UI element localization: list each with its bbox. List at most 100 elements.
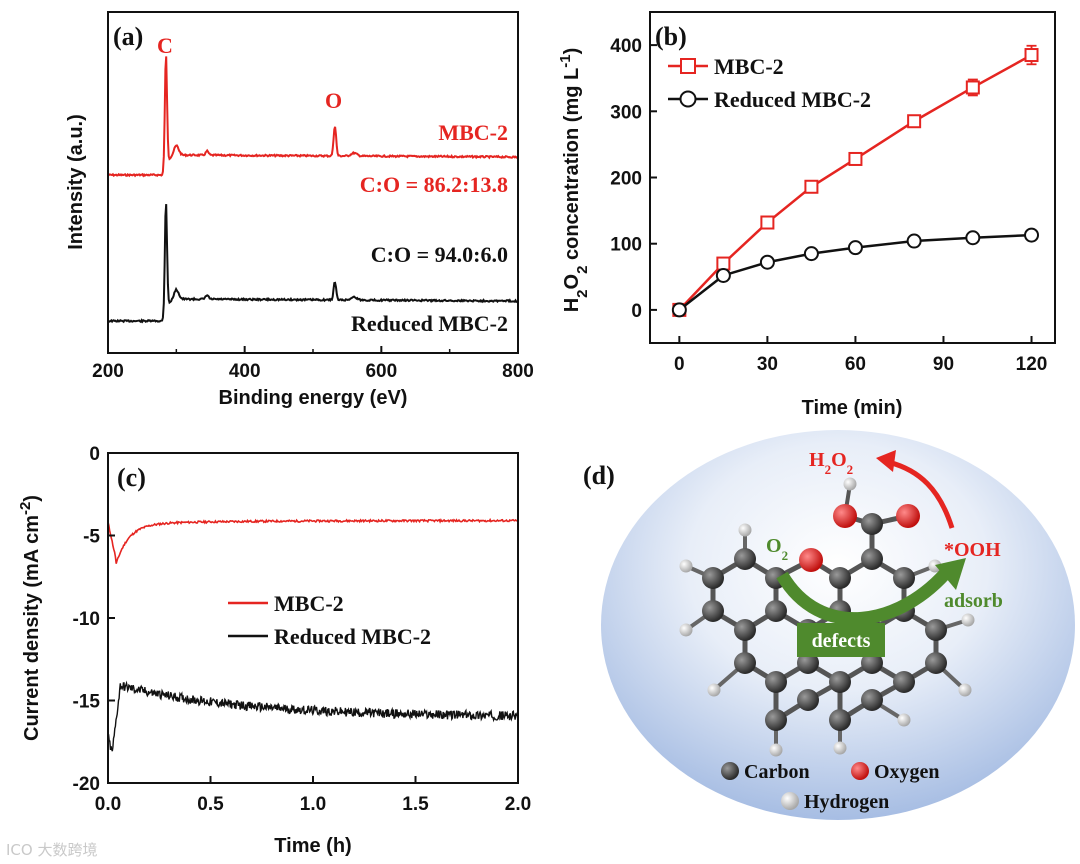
carbon-atom [702, 567, 724, 589]
reduced-ratio-text: C:O = 94.0:6.0 [371, 242, 508, 267]
panel-c-ytick-label: -15 [73, 692, 101, 713]
panel-a-xtick-label: 400 [229, 361, 261, 382]
intermediate-label: *OOH [944, 539, 1001, 561]
panel-d-label: (d) [583, 461, 615, 490]
carbon-atom [861, 689, 883, 711]
watermark: ICO 大数跨境 [6, 841, 98, 859]
data-point-reduced [803, 246, 819, 262]
data-point-reduced [759, 254, 775, 270]
series-reduced-xps [107, 204, 518, 324]
legend-reduced: Reduced MBC-2 [714, 87, 871, 112]
panel-a-xlabel: Binding energy (eV) [219, 387, 408, 409]
data-point-reduced [906, 233, 922, 249]
panel-d: (d) defects H2O2 O2 *OOH adsorb Carbon O… [583, 430, 1075, 820]
hydrogen-legend-ball [781, 792, 799, 810]
oxygen-atom [833, 504, 857, 528]
panel-c-xtick-label: 0.0 [95, 794, 121, 815]
carbon-atom [797, 689, 819, 711]
hydrogen-atom [769, 743, 783, 757]
panel-b-ytick-label: 0 [631, 301, 642, 322]
panel-a-label: (a) [113, 22, 143, 51]
panel-c-xtick-label: 1.0 [300, 794, 326, 815]
mbc2-curve-label: MBC-2 [438, 120, 508, 145]
atom-legend: Carbon Oxygen Hydrogen [721, 761, 940, 813]
panel-b-ytick-label: 200 [610, 169, 642, 190]
panel-b-xtick-label: 0 [674, 354, 685, 375]
panel-a-xtick-label: 200 [92, 361, 124, 382]
panel-b-xtick-label: 120 [1016, 354, 1048, 375]
data-point-reduced [715, 267, 731, 283]
legend-circle-marker [679, 90, 697, 108]
panel-b-xlabel: Time (min) [802, 397, 903, 419]
panel-c-ytick-label: -10 [73, 609, 100, 630]
panel-c-legend: MBC-2 Reduced MBC-2 [228, 591, 431, 649]
panel-c-ylabel: Current density (mA cm-2) [17, 495, 44, 741]
hydrogen-atom [928, 559, 942, 573]
panel-b-xtick-label: 60 [845, 354, 866, 375]
series-mbc2-xps [107, 56, 518, 178]
panel-c-xlabel: Time (h) [274, 835, 351, 857]
panel-a: 200 400 600 800 (a) C O MBC-2 C:O = 86.2:13… [65, 11, 534, 409]
panel-b-ytick-label: 400 [610, 36, 642, 57]
oxygen-atom [896, 504, 920, 528]
carbon-atom [829, 671, 851, 693]
carbon-atom [861, 652, 883, 674]
data-point-mbc2 [965, 80, 980, 95]
legend-square-marker [680, 58, 696, 74]
carbon-atom [797, 652, 819, 674]
hydrogen-atom [843, 477, 857, 491]
desorb-arrow [887, 459, 955, 529]
hydrogen-atom [679, 559, 693, 573]
panel-c-ytick-label: 0 [89, 444, 100, 465]
hydrogen-atom [707, 683, 721, 697]
legend-c-mbc2: MBC-2 [274, 591, 344, 616]
panel-b: 0 30 60 90 120 0 100 200 300 400 (b) MBC-2 Reduce… [557, 11, 1056, 419]
panel-b-ylabel: H2O2 concentration (mg L-1) [557, 48, 591, 313]
mbc2-ratio-text: C:O = 86.2:13.8 [360, 172, 508, 197]
hydrogen-atom [738, 523, 752, 537]
carbon-atom [925, 652, 947, 674]
panel-c-ytick-label: -5 [83, 527, 100, 548]
defects-label: defects [812, 630, 871, 652]
carbon-atom [861, 513, 883, 535]
panel-c-label: (c) [117, 463, 146, 492]
carbon-atom [734, 652, 756, 674]
legend-oxygen: Oxygen [874, 761, 940, 783]
oxygen-atom [799, 548, 823, 572]
defects-box [797, 623, 885, 657]
carbon-atom [702, 600, 724, 622]
carbon-atom [734, 619, 756, 641]
data-point-reduced [1024, 227, 1040, 243]
legend-hydrogen: Hydrogen [804, 791, 889, 813]
carbon-legend-ball [721, 762, 739, 780]
data-point-mbc2 [848, 151, 863, 166]
adsorb-label: adsorb [944, 590, 1003, 612]
panel-c-frame [107, 452, 519, 784]
legend-mbc2: MBC-2 [714, 54, 784, 79]
panel-b-legend: MBC-2 Reduced MBC-2 [668, 54, 871, 112]
data-point-reduced [847, 240, 863, 256]
panel-b-ytick-label: 100 [610, 235, 642, 256]
panel-a-xtick-label: 800 [502, 361, 534, 382]
carbon-atom [893, 567, 915, 589]
hydrogen-atom [961, 613, 975, 627]
panel-c-xtick-label: 1.5 [402, 794, 429, 815]
series-reduced-current [107, 680, 519, 752]
oxygen-legend-ball [851, 762, 869, 780]
carbon-atom [893, 671, 915, 693]
adsorb-arrowhead [935, 558, 966, 590]
carbon-atom [765, 600, 787, 622]
peak-c-label: C [157, 33, 173, 58]
carbon-atom [829, 567, 851, 589]
adsorb-arrow [776, 563, 955, 626]
panel-c-ytick-label: -20 [73, 774, 100, 795]
data-point-reduced [671, 302, 687, 318]
carbon-atom [861, 548, 883, 570]
desorb-arrowhead [876, 450, 896, 472]
panel-c-xtick-label: 2.0 [505, 794, 531, 815]
legend-carbon: Carbon [744, 761, 810, 783]
panel-b-ytick-label: 300 [610, 102, 642, 123]
hydrogen-atom [679, 623, 693, 637]
data-point-reduced [965, 230, 981, 246]
